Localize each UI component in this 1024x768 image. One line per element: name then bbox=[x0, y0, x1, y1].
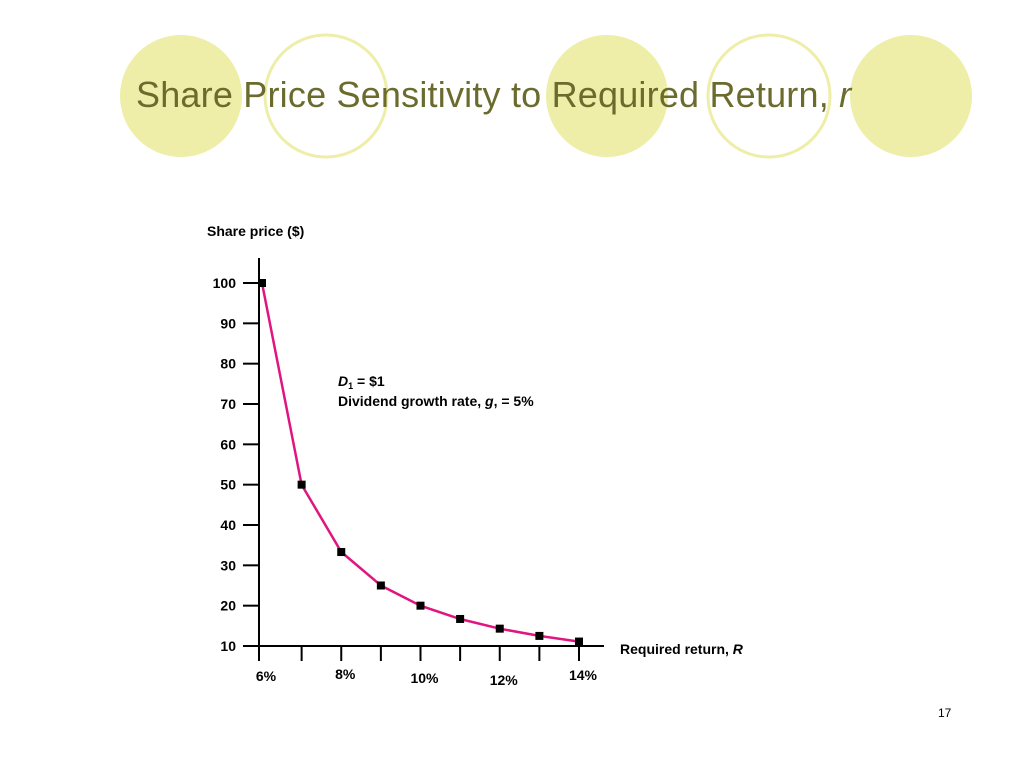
data-point-marker bbox=[376, 581, 385, 590]
slide-title-text: Share Price Sensitivity to Required Retu… bbox=[136, 74, 840, 115]
data-point-marker bbox=[535, 631, 544, 640]
annotation-growth-suffix: , = 5% bbox=[494, 393, 535, 409]
y-axis-title: Share price ($) bbox=[207, 223, 304, 239]
y-tick-label: 40 bbox=[220, 517, 236, 533]
page-number: 17 bbox=[938, 706, 952, 720]
annotation-growth-rate: Dividend growth rate, g, = 5% bbox=[338, 393, 534, 409]
x-tick-label: 10% bbox=[410, 670, 439, 686]
x-axis-ticks: 6% 8% 10% 12% 14% bbox=[256, 646, 598, 688]
y-tick-label: 50 bbox=[220, 477, 236, 493]
y-tick-label: 60 bbox=[220, 436, 236, 452]
data-point-marker bbox=[575, 637, 583, 646]
decor-circle-outline-2 bbox=[706, 33, 832, 159]
x-tick-label: 14% bbox=[569, 667, 598, 683]
annotation-growth-var: g bbox=[484, 393, 494, 409]
annotation-d1-var: D bbox=[338, 373, 348, 389]
data-point-marker bbox=[495, 624, 504, 633]
x-axis-title: Required return, R bbox=[620, 641, 744, 657]
data-point-marker bbox=[416, 601, 425, 610]
y-axis-ticks: 100 90 80 70 60 50 40 30 20 10 bbox=[213, 275, 259, 654]
annotation-growth-prefix: Dividend growth rate, bbox=[338, 393, 485, 409]
x-tick-label: 8% bbox=[335, 666, 356, 682]
share-price-line bbox=[260, 282, 580, 643]
decor-circle-filled-3 bbox=[850, 35, 972, 157]
y-tick-label: 10 bbox=[220, 638, 236, 654]
data-point-marker bbox=[456, 614, 465, 623]
y-tick-label: 100 bbox=[213, 275, 237, 291]
data-point-marker bbox=[297, 480, 306, 489]
decor-circle-filled-2 bbox=[546, 35, 668, 157]
decor-circle-outline-1 bbox=[263, 33, 389, 159]
y-tick-label: 20 bbox=[220, 598, 236, 614]
x-tick-label: 6% bbox=[256, 668, 277, 684]
share-price-markers bbox=[258, 279, 583, 646]
annotation-d1-subscript: 1 bbox=[348, 381, 353, 391]
x-tick-label: 12% bbox=[490, 672, 519, 688]
y-tick-label: 90 bbox=[220, 315, 236, 331]
data-point-marker bbox=[258, 279, 266, 287]
y-tick-label: 80 bbox=[220, 356, 236, 372]
slide-title: Share Price Sensitivity to Required Retu… bbox=[136, 74, 851, 116]
annotation-d1-value: = $1 bbox=[353, 373, 385, 389]
slide-title-variable: r bbox=[839, 74, 852, 115]
decor-circle-filled-1 bbox=[120, 35, 242, 157]
annotation-d1: D1 = $1 bbox=[338, 373, 385, 391]
y-tick-label: 30 bbox=[220, 557, 236, 573]
data-point-marker bbox=[337, 548, 346, 557]
x-axis-title-text: Required return, bbox=[620, 641, 733, 657]
y-tick-label: 70 bbox=[220, 396, 236, 412]
x-axis-title-variable: R bbox=[733, 641, 744, 657]
